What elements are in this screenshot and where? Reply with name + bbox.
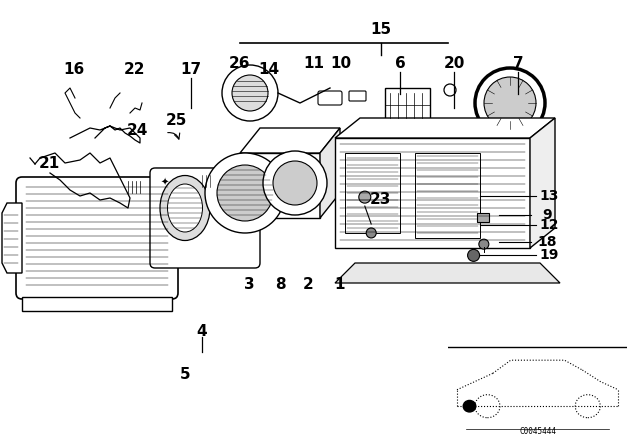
Text: 19: 19: [540, 248, 559, 263]
Circle shape: [366, 228, 376, 238]
Bar: [125, 181, 143, 193]
Text: 15: 15: [370, 22, 392, 37]
FancyBboxPatch shape: [349, 91, 366, 101]
Ellipse shape: [160, 176, 210, 241]
Bar: [335, 138, 530, 248]
Text: 6: 6: [395, 56, 405, 71]
Circle shape: [359, 191, 371, 203]
Polygon shape: [335, 118, 555, 138]
Circle shape: [479, 239, 489, 249]
Circle shape: [273, 161, 317, 205]
Text: 3: 3: [244, 277, 255, 292]
Circle shape: [232, 75, 268, 111]
Text: 21: 21: [38, 156, 60, 171]
Text: C0045444: C0045444: [519, 427, 556, 436]
Polygon shape: [320, 128, 340, 218]
Bar: [345, 153, 400, 233]
Circle shape: [222, 65, 278, 121]
FancyBboxPatch shape: [385, 88, 430, 123]
Text: 9: 9: [542, 208, 552, 222]
Text: 11: 11: [303, 56, 324, 71]
Circle shape: [463, 401, 476, 412]
Bar: [477, 213, 489, 222]
Text: 23: 23: [370, 192, 392, 207]
Text: 10: 10: [330, 56, 351, 71]
Text: 17: 17: [180, 62, 202, 77]
Bar: [415, 153, 480, 238]
Polygon shape: [2, 203, 22, 273]
Polygon shape: [530, 118, 555, 248]
Text: 18: 18: [538, 235, 557, 249]
Text: 12: 12: [540, 218, 559, 232]
Text: 22: 22: [124, 62, 145, 77]
Text: 13: 13: [540, 189, 559, 203]
Circle shape: [484, 77, 536, 129]
Bar: [22, 297, 172, 311]
Text: 26: 26: [229, 56, 251, 71]
Text: 14: 14: [258, 62, 280, 77]
Text: 24: 24: [127, 123, 148, 138]
FancyBboxPatch shape: [16, 177, 178, 299]
Circle shape: [468, 250, 479, 261]
Circle shape: [444, 84, 456, 96]
Bar: [199, 175, 213, 187]
Circle shape: [468, 220, 479, 230]
Text: ✦: ✦: [161, 178, 169, 188]
Circle shape: [205, 153, 285, 233]
Bar: [240, 153, 320, 218]
FancyBboxPatch shape: [318, 91, 342, 105]
Text: 25: 25: [165, 113, 187, 129]
Ellipse shape: [168, 184, 202, 232]
Text: 5: 5: [180, 367, 191, 383]
Text: 8: 8: [275, 277, 285, 292]
Polygon shape: [335, 263, 560, 283]
Bar: [155, 168, 220, 190]
Text: 20: 20: [444, 56, 465, 71]
Circle shape: [263, 151, 327, 215]
Circle shape: [217, 165, 273, 221]
Circle shape: [475, 68, 545, 138]
Bar: [173, 175, 183, 187]
Polygon shape: [240, 128, 340, 153]
Text: 7: 7: [513, 56, 524, 71]
Text: 2: 2: [303, 277, 314, 292]
Bar: [186, 175, 196, 187]
Text: 1: 1: [334, 277, 344, 292]
Text: 4: 4: [196, 324, 207, 339]
FancyBboxPatch shape: [150, 168, 260, 268]
Text: 16: 16: [63, 62, 84, 77]
